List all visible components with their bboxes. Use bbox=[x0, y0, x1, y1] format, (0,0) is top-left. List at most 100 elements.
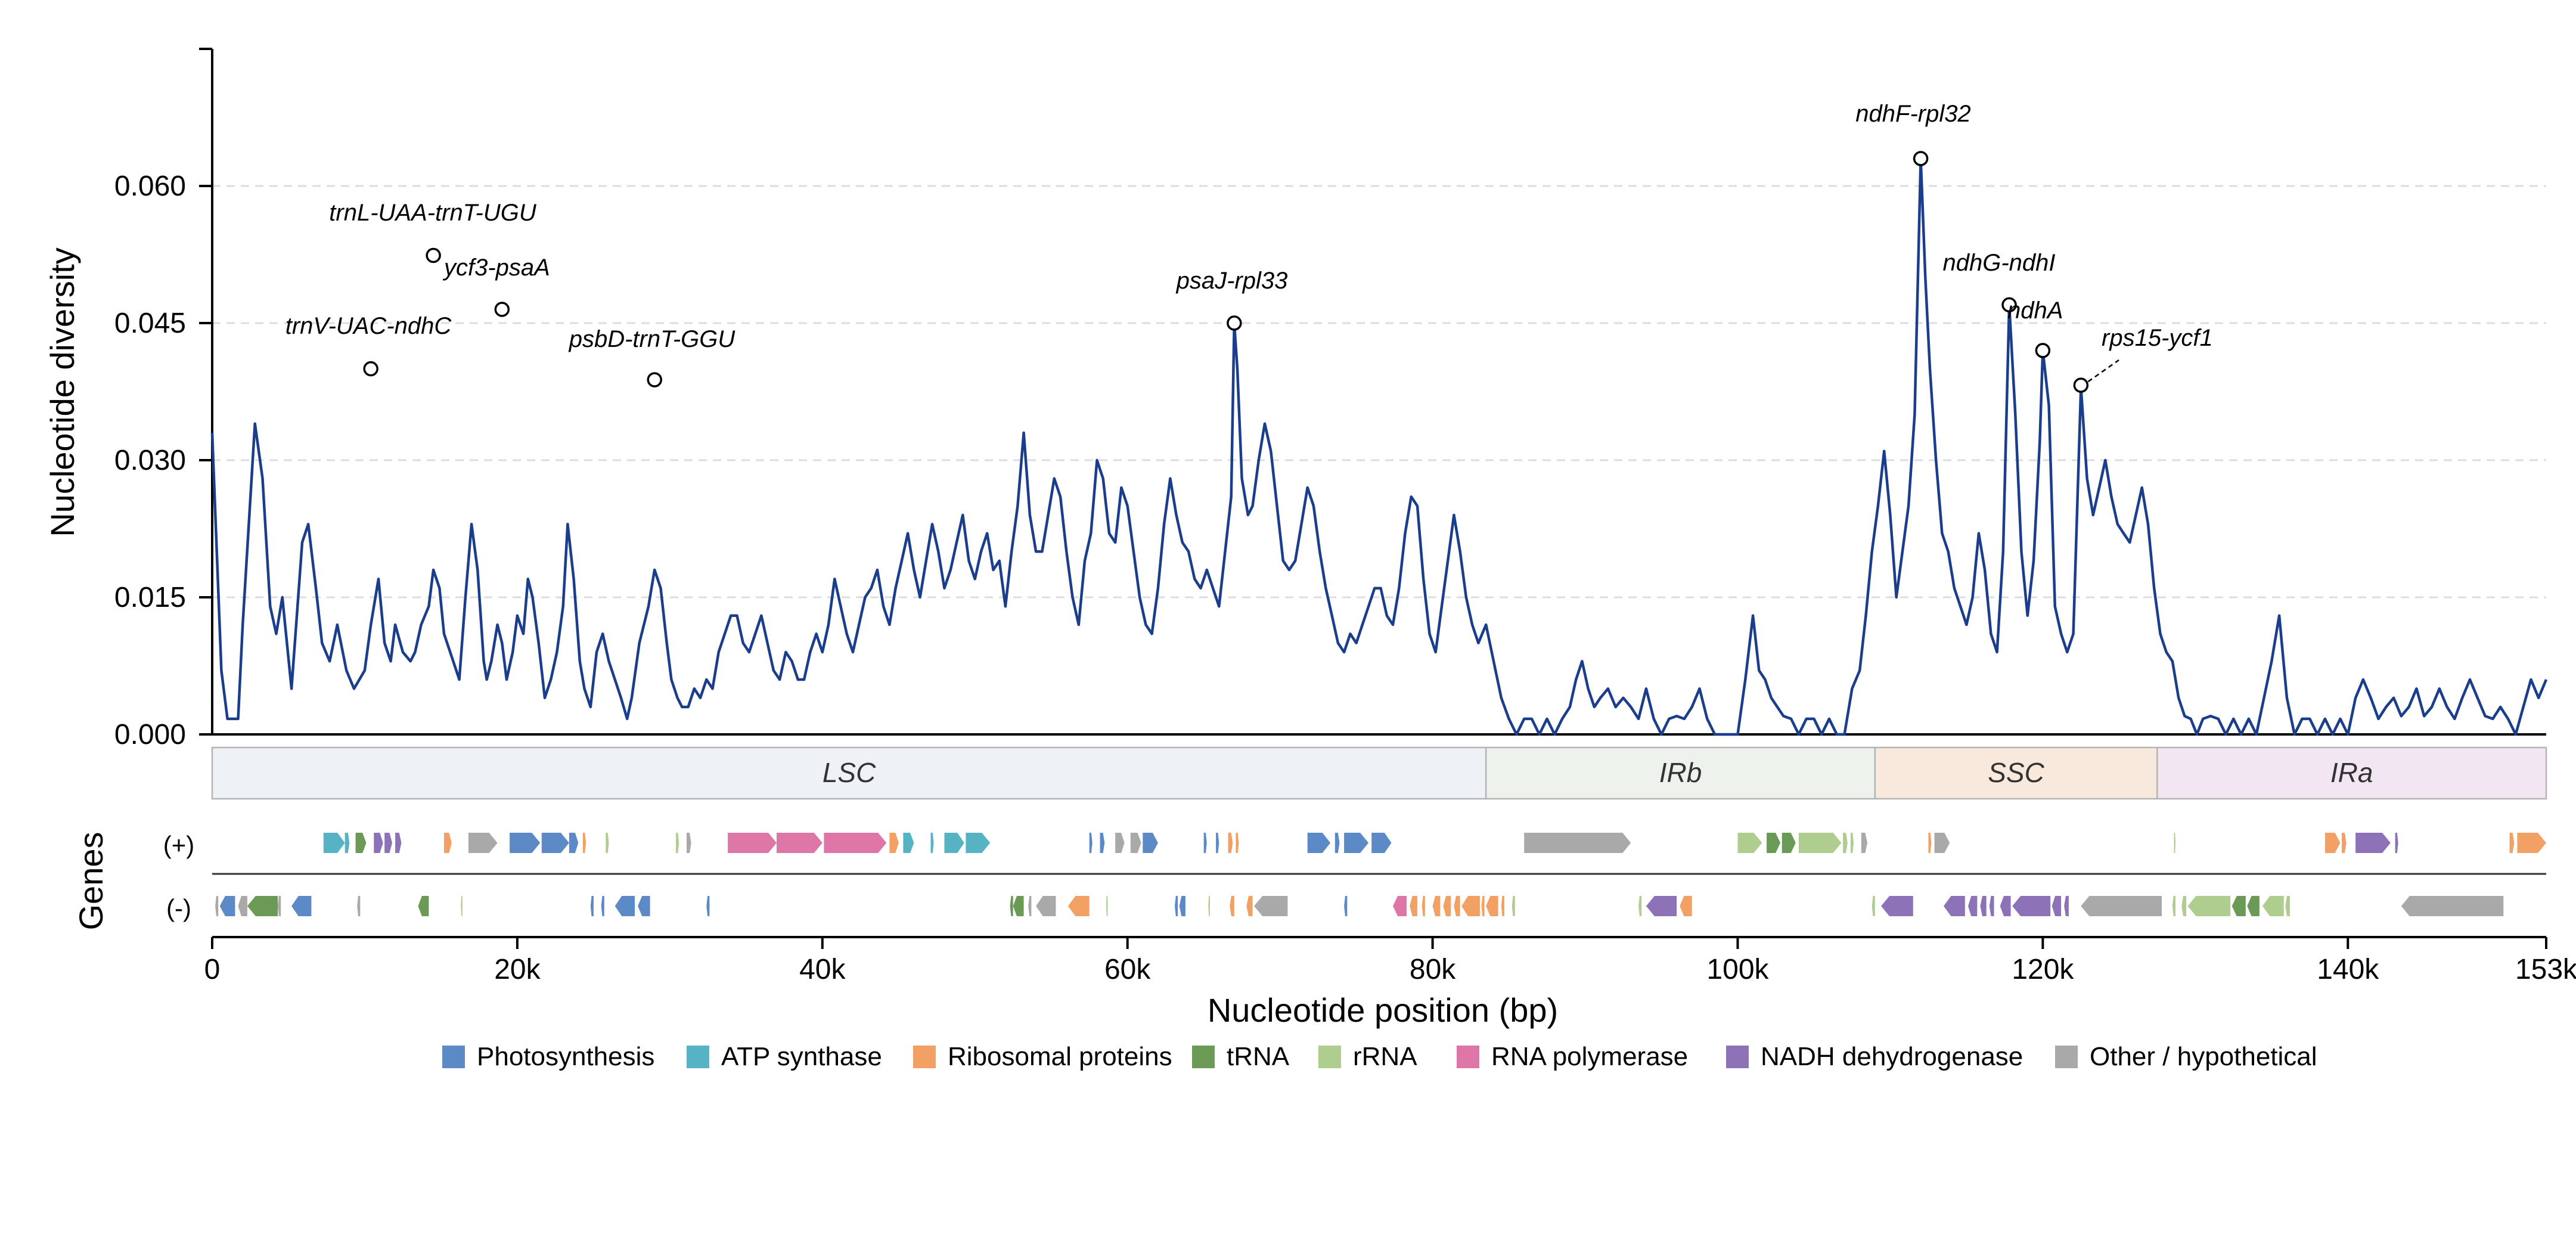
legend-label: Ribosomal proteins bbox=[948, 1042, 1172, 1071]
gene-minus bbox=[1106, 896, 1108, 916]
peak-label: ndhA bbox=[2007, 297, 2063, 324]
gene-plus bbox=[1861, 833, 1867, 853]
gene-plus bbox=[728, 833, 777, 853]
gene-minus bbox=[614, 896, 635, 916]
region-label: LSC bbox=[823, 757, 876, 788]
gene-plus bbox=[606, 833, 609, 853]
gene-minus bbox=[1013, 896, 1024, 916]
gene-plus bbox=[777, 833, 823, 853]
gene-minus bbox=[2000, 896, 2011, 916]
gene-minus bbox=[1432, 896, 1441, 916]
peak-leader-line bbox=[2087, 359, 2119, 383]
legend-label: ATP synthase bbox=[721, 1042, 882, 1071]
legend-swatch bbox=[1192, 1046, 1215, 1068]
diversity-line-layer bbox=[210, 157, 2548, 736]
gene-plus bbox=[1850, 833, 1854, 853]
gene-minus bbox=[291, 896, 312, 916]
legend-swatch bbox=[2055, 1046, 2078, 1068]
grid-layer bbox=[212, 185, 2546, 598]
peak-label: psaJ-rpl33 bbox=[1176, 268, 1288, 294]
gene-minus bbox=[1454, 896, 1460, 916]
gene-plus bbox=[944, 833, 964, 853]
y-tick-label: 0.015 bbox=[114, 582, 186, 613]
gene-plus bbox=[444, 833, 452, 853]
genes-label: Genes bbox=[72, 832, 110, 931]
gene-minus bbox=[1980, 896, 1987, 916]
gene-plus bbox=[323, 833, 345, 853]
gene-minus bbox=[1872, 896, 1875, 916]
peak-marker bbox=[2001, 297, 2017, 313]
gene-plus bbox=[468, 833, 498, 853]
gene-plus bbox=[2174, 833, 2175, 853]
x-tick-label: 120k bbox=[2012, 954, 2074, 985]
gene-minus bbox=[1443, 896, 1451, 916]
gene-plus bbox=[2342, 833, 2347, 853]
gene-minus bbox=[1680, 896, 1692, 916]
peak-label: trnV-UAC-ndhC bbox=[285, 313, 452, 339]
gene-plus bbox=[2509, 833, 2515, 853]
gene-minus bbox=[215, 896, 219, 916]
gene-minus bbox=[278, 896, 281, 916]
gene-plus bbox=[2324, 833, 2341, 853]
gene-plus bbox=[1089, 833, 1093, 853]
gene-minus bbox=[1881, 896, 1913, 916]
x-tick-label: 60k bbox=[1104, 954, 1151, 985]
x-tick-label: 100k bbox=[1706, 954, 1769, 985]
gene-minus bbox=[2401, 896, 2504, 916]
gene-plus bbox=[1737, 833, 1762, 853]
gene-minus bbox=[1944, 896, 1965, 916]
gene-minus bbox=[461, 896, 463, 916]
x-tick-label: 0 bbox=[204, 954, 221, 985]
gene-plus bbox=[384, 833, 392, 853]
gene-minus bbox=[1486, 896, 1498, 916]
gene-plus bbox=[903, 833, 914, 853]
region-band: LSC IRb SSC IRa bbox=[211, 746, 2547, 800]
x-tick-label: 153k bbox=[2515, 954, 2576, 985]
gene-plus bbox=[1798, 833, 1842, 853]
x-axis-title: Nucleotide position (bp) bbox=[1208, 991, 1558, 1029]
legend-swatch bbox=[1318, 1046, 1341, 1068]
region-box bbox=[1485, 746, 1876, 800]
gene-plus bbox=[1524, 833, 1631, 853]
gene-minus bbox=[590, 896, 594, 916]
gene-minus bbox=[1246, 896, 1253, 916]
gene-plus bbox=[541, 833, 569, 853]
gene-plus bbox=[676, 833, 679, 853]
gene-plus bbox=[395, 833, 402, 853]
gene-minus bbox=[1028, 896, 1032, 916]
gene-plus bbox=[1216, 833, 1219, 853]
gene-plus bbox=[1203, 833, 1207, 853]
gene-minus bbox=[2081, 896, 2162, 916]
peak-label: rps15-ycf1 bbox=[2102, 325, 2213, 351]
legend-label: Photosynthesis bbox=[477, 1042, 654, 1071]
gene-minus bbox=[1461, 896, 1480, 916]
legend-label: NADH dehydrogenase bbox=[1761, 1042, 2023, 1071]
peak-marker bbox=[2073, 377, 2089, 393]
gene-plus bbox=[1843, 833, 1848, 853]
y-axis-title: Nucleotide diversity bbox=[44, 247, 81, 537]
y-tick-label: 0.045 bbox=[114, 308, 186, 339]
gene-plus bbox=[374, 833, 383, 853]
gene-plus bbox=[2355, 833, 2391, 853]
x-tick-label: 140k bbox=[2317, 954, 2379, 985]
gene-minus bbox=[638, 896, 650, 916]
gene-plus bbox=[1143, 833, 1158, 853]
gene-plus bbox=[355, 833, 367, 853]
y-tick-label: 0.030 bbox=[114, 445, 186, 476]
gene-plus bbox=[930, 833, 934, 853]
gene-minus bbox=[238, 896, 247, 916]
gene-plus bbox=[1371, 833, 1392, 853]
gene-minus bbox=[2247, 896, 2260, 916]
x-axis: 0 20k 40k 60k 80k 100k 120k 140k 153k bbox=[204, 936, 2576, 985]
peak-marker bbox=[647, 372, 662, 387]
gene-minus bbox=[1344, 896, 1348, 916]
gene-minus bbox=[1512, 896, 1515, 916]
gene-minus bbox=[418, 896, 429, 916]
gene-minus bbox=[2285, 896, 2290, 916]
gene-minus bbox=[1175, 896, 1178, 916]
gene-minus bbox=[2262, 896, 2284, 916]
axes-layer: 0.000 0.015 0.030 0.045 0.060 bbox=[114, 48, 2546, 750]
legend-label: Other / hypothetical bbox=[2090, 1042, 2317, 1071]
gene-plus bbox=[1130, 833, 1141, 853]
